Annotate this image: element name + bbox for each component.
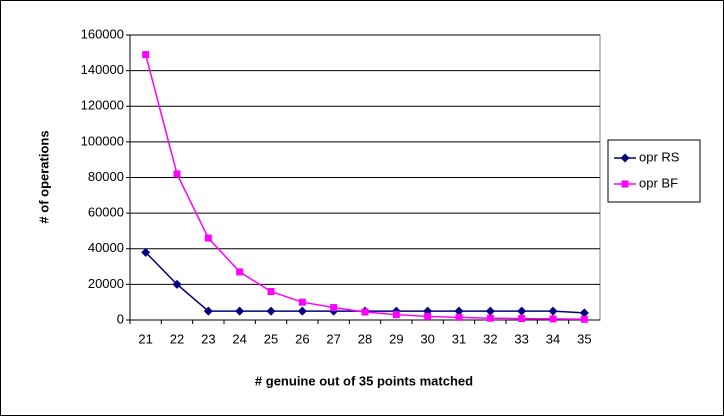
marker <box>298 298 306 306</box>
marker <box>517 306 527 316</box>
legend-label: opr RS <box>639 149 680 164</box>
x-tick-label: 24 <box>232 331 246 346</box>
y-tick-label: 80000 <box>88 169 124 184</box>
marker <box>580 315 588 323</box>
x-tick-label: 32 <box>483 331 497 346</box>
y-tick-label: 60000 <box>88 205 124 220</box>
marker <box>266 306 276 316</box>
marker <box>297 306 307 316</box>
marker <box>236 268 244 276</box>
marker <box>549 315 557 323</box>
marker <box>173 170 181 178</box>
y-tick-label: 140000 <box>81 62 124 77</box>
y-tick-label: 120000 <box>81 98 124 113</box>
marker <box>518 315 526 323</box>
x-tick-label: 25 <box>264 331 278 346</box>
marker <box>486 314 494 322</box>
marker <box>361 308 369 316</box>
marker <box>141 247 151 257</box>
marker <box>621 180 629 188</box>
x-tick-label: 22 <box>170 331 184 346</box>
x-tick-label: 30 <box>420 331 434 346</box>
x-tick-label: 21 <box>138 331 152 346</box>
marker <box>235 306 245 316</box>
marker <box>620 153 630 163</box>
x-tick-label: 23 <box>201 331 215 346</box>
x-tick-label: 31 <box>452 331 466 346</box>
x-axis-title: # genuine out of 35 points matched <box>255 373 473 388</box>
marker <box>142 51 150 59</box>
y-axis-title: # of operations <box>36 130 51 223</box>
y-tick-label: 160000 <box>81 26 124 41</box>
y-tick-label: 40000 <box>88 240 124 255</box>
x-tick-label: 34 <box>546 331 560 346</box>
x-tick-label: 29 <box>389 331 403 346</box>
legend-box <box>607 139 701 203</box>
marker <box>204 234 212 242</box>
y-tick-label: 100000 <box>81 133 124 148</box>
legend-label: opr BF <box>639 175 678 190</box>
y-tick-label: 20000 <box>88 276 124 291</box>
marker <box>172 279 182 289</box>
marker <box>392 311 400 319</box>
marker <box>203 306 213 316</box>
x-tick-label: 27 <box>326 331 340 346</box>
marker <box>579 308 589 318</box>
marker <box>485 306 495 316</box>
y-tick-label: 0 <box>117 311 124 326</box>
x-tick-label: 28 <box>358 331 372 346</box>
marker <box>548 306 558 316</box>
marker <box>267 288 275 295</box>
marker <box>454 306 464 316</box>
x-tick-label: 33 <box>514 331 528 346</box>
x-tick-label: 35 <box>577 331 591 346</box>
marker <box>424 312 432 320</box>
marker <box>330 304 338 312</box>
marker <box>455 313 463 321</box>
x-tick-label: 26 <box>295 331 309 346</box>
